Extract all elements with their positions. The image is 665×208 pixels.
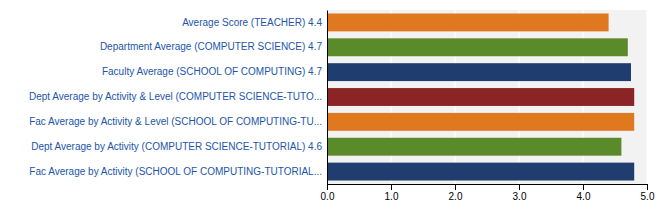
plot-background	[327, 10, 647, 184]
y-tick: Dept Average by Activity & Level (COMPUT…	[29, 91, 327, 102]
x-tick-label: 0.0	[321, 191, 335, 202]
y-tick-label: Dept Average by Activity (COMPUTER SCIEN…	[31, 141, 322, 152]
x-tick-mark	[519, 184, 520, 190]
bar	[327, 88, 634, 106]
bar	[327, 138, 621, 156]
y-tick-label: Faculty Average (SCHOOL OF COMPUTING) 4.…	[102, 66, 322, 77]
x-tick: 5.0	[641, 184, 655, 202]
plot: 0.0 1.0 2.0 3.0 4.0 5.0 Fac Average by Activit…	[29, 10, 655, 202]
x-tick-label: 5.0	[641, 191, 655, 202]
x-tick: 2.0	[449, 184, 463, 202]
bar	[327, 63, 631, 81]
y-axis-line	[327, 11, 328, 185]
x-tick: 3.0	[513, 184, 527, 202]
y-tick-label: Department Average (COMPUTER SCIENCE) 4.…	[100, 41, 323, 52]
chart: 0.0 1.0 2.0 3.0 4.0 5.0 Fac Average by Activit…	[0, 0, 665, 208]
y-tick-label: Fac Average by Activity & Level (SCHOOL …	[29, 116, 322, 127]
bar	[327, 113, 634, 131]
x-tick-mark	[391, 184, 392, 190]
x-tick-label: 1.0	[385, 191, 399, 202]
y-tick: Department Average (COMPUTER SCIENCE) 4.…	[100, 41, 327, 52]
y-tick: Fac Average by Activity & Level (SCHOOL …	[29, 116, 327, 127]
grid	[327, 10, 647, 184]
y-tick: Fac Average by Activity (SCHOOL OF COMPU…	[29, 166, 327, 177]
y-tick: Dept Average by Activity (COMPUTER SCIEN…	[31, 141, 327, 152]
bar	[327, 38, 628, 56]
x-axis-line	[328, 185, 648, 191]
y-tick: Faculty Average (SCHOOL OF COMPUTING) 4.…	[102, 66, 327, 77]
x-axis: 0.0 1.0 2.0 3.0 4.0 5.0	[321, 184, 655, 202]
x-tick-label: 4.0	[577, 191, 591, 202]
x-tick-mark	[455, 184, 456, 190]
x-tick-mark	[647, 184, 648, 190]
x-tick-mark	[327, 184, 328, 190]
x-tick-label: 3.0	[513, 191, 527, 202]
y-tick-label: Dept Average by Activity & Level (COMPUT…	[29, 91, 322, 102]
grid-line	[326, 10, 327, 184]
y-tick-label: Fac Average by Activity (SCHOOL OF COMPU…	[29, 166, 322, 177]
x-tick: 4.0	[577, 184, 591, 202]
bar	[327, 163, 634, 181]
x-tick-label: 2.0	[449, 191, 463, 202]
y-tick: Average Score (TEACHER) 4.4	[182, 17, 327, 28]
bars	[327, 13, 634, 180]
grid-line	[646, 10, 647, 184]
y-tick-label: Average Score (TEACHER) 4.4	[182, 17, 322, 28]
bar	[327, 13, 609, 31]
x-tick: 0.0	[321, 184, 335, 202]
x-tick: 1.0	[385, 184, 399, 202]
x-tick-mark	[583, 184, 584, 190]
y-axis: Fac Average by Activity (SCHOOL OF COMPU…	[29, 11, 328, 185]
